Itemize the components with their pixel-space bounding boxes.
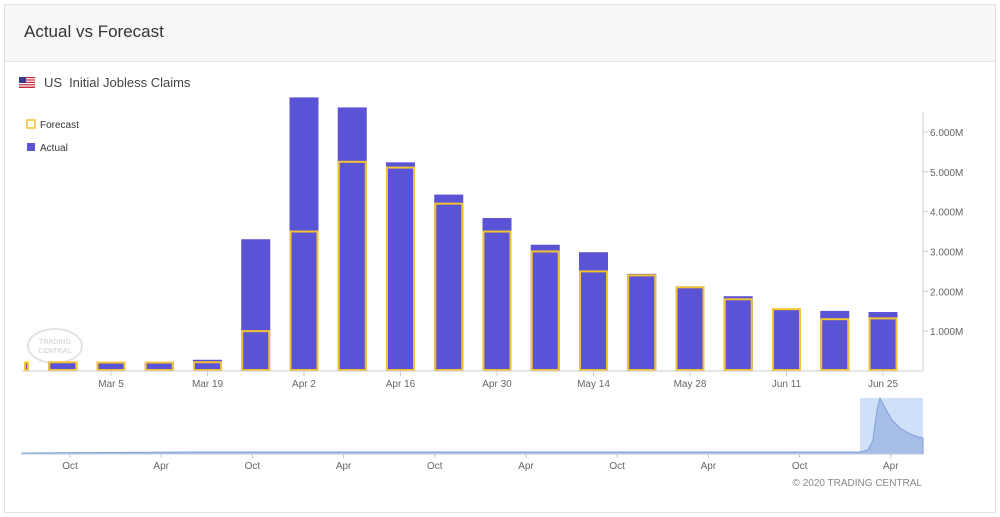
forecast-bar[interactable] [820, 318, 850, 372]
navigator-tick-label: Oct [609, 461, 625, 472]
forecast-bar[interactable] [579, 270, 608, 371]
actual-bar[interactable] [144, 362, 174, 371]
y-tick-label: 3.000M [930, 247, 963, 258]
x-tick-label: Jun 25 [868, 379, 898, 390]
instrument-label: US Initial Jobless Claims [19, 73, 190, 91]
y-tick-label: 2.000M [930, 287, 963, 298]
actual-bar[interactable] [530, 244, 560, 371]
actual-bar[interactable] [193, 359, 222, 371]
x-tick-label: Apr 2 [292, 379, 316, 390]
card-header: Actual vs Forecast [5, 5, 995, 62]
actual-bar[interactable] [434, 194, 464, 371]
actual-bar[interactable] [627, 273, 657, 371]
bars-layer [24, 97, 898, 372]
forecast-bar[interactable] [24, 361, 29, 371]
y-tick-label: 4.000M [930, 208, 963, 219]
x-tick-label: Jun 11 [772, 379, 802, 390]
svg-text:CENTRAL: CENTRAL [38, 348, 72, 355]
forecast-bar[interactable] [144, 361, 174, 372]
actual-bar[interactable] [579, 252, 608, 371]
x-axis: Mar 5 Mar 19 Apr 2 Apr 16 Apr 30 May 14 May 28… [22, 370, 923, 390]
forecast-bar[interactable] [386, 166, 415, 371]
actual-bar[interactable] [96, 362, 126, 371]
actual-bar[interactable] [24, 362, 29, 371]
indicator-name: Initial Jobless Claims [69, 74, 191, 90]
forecast-bar[interactable] [723, 298, 753, 371]
navigator-tick-label: Oct [427, 461, 443, 472]
actual-bar[interactable] [868, 312, 898, 371]
actual-bar[interactable] [289, 97, 319, 371]
x-tick-label: Apr 30 [482, 379, 512, 390]
country-code: US [44, 74, 63, 90]
x-tick-label: May 14 [577, 379, 610, 390]
navigator-tick-label: Apr [701, 461, 717, 472]
forecast-bar[interactable] [96, 361, 126, 372]
us-flag-icon [19, 76, 35, 88]
navigator-area [21, 396, 924, 455]
forecast-bar[interactable] [772, 308, 801, 372]
forecast-bar[interactable] [193, 361, 222, 372]
legend-forecast-label[interactable]: Forecast [40, 120, 79, 131]
forecast-bar[interactable] [48, 361, 78, 371]
actual-bar[interactable] [723, 296, 753, 371]
navigator-tick-label: Apr [336, 461, 352, 472]
forecast-bar[interactable] [675, 286, 705, 372]
actual-bar[interactable] [48, 362, 78, 371]
navigator-tick-label: Oct [792, 461, 808, 472]
actual-bar[interactable] [337, 107, 367, 371]
actual-bar[interactable] [386, 162, 415, 371]
forecast-bar[interactable] [289, 230, 319, 371]
actual-bar[interactable] [772, 309, 801, 371]
forecast-bar[interactable] [482, 230, 512, 371]
x-tick-label: May 28 [674, 379, 707, 390]
svg-text:TRADING: TRADING [39, 339, 71, 346]
legend-forecast-swatch [26, 119, 36, 129]
trading-central-watermark: TRADING CENTRAL [27, 328, 83, 364]
legend: Forecast Actual [26, 119, 79, 154]
actual-bar[interactable] [820, 310, 850, 371]
copyright-text: © 2020 TRADING CENTRAL [793, 478, 923, 489]
actual-bar[interactable] [675, 286, 705, 371]
y-axis: 1.000M 2.000M 3.000M 4.000M 5.000M 6.000M [922, 112, 963, 371]
actual-bar[interactable] [241, 239, 271, 371]
forecast-bar[interactable] [868, 317, 898, 371]
forecast-bar[interactable] [337, 160, 367, 371]
navigator[interactable]: Oct Apr Oct Apr Oct Apr Oct Apr Oct Apr [21, 396, 924, 472]
navigator-tick-label: Apr [518, 461, 534, 472]
chart-card: Actual vs Forecast [4, 4, 996, 513]
x-tick-label: Mar 5 [98, 379, 124, 390]
legend-actual-label[interactable]: Actual [40, 143, 68, 154]
navigator-tick-label: Apr [883, 461, 899, 472]
forecast-bar[interactable] [241, 330, 271, 371]
forecast-bar[interactable] [627, 274, 657, 371]
navigator-tick-label: Oct [245, 461, 261, 472]
actual-bar[interactable] [482, 218, 512, 371]
forecast-bar[interactable] [530, 250, 560, 371]
y-tick-label: 1.000M [930, 327, 963, 338]
card-title: Actual vs Forecast [24, 22, 164, 41]
y-tick-label: 6.000M [930, 128, 963, 139]
forecast-bar[interactable] [434, 202, 464, 371]
navigator-tick-label: Oct [62, 461, 78, 472]
x-tick-label: Mar 19 [192, 379, 224, 390]
y-tick-label: 5.000M [930, 168, 963, 179]
x-tick-label: Apr 16 [386, 379, 416, 390]
navigator-tick-label: Apr [153, 461, 169, 472]
legend-actual-swatch [27, 143, 35, 151]
